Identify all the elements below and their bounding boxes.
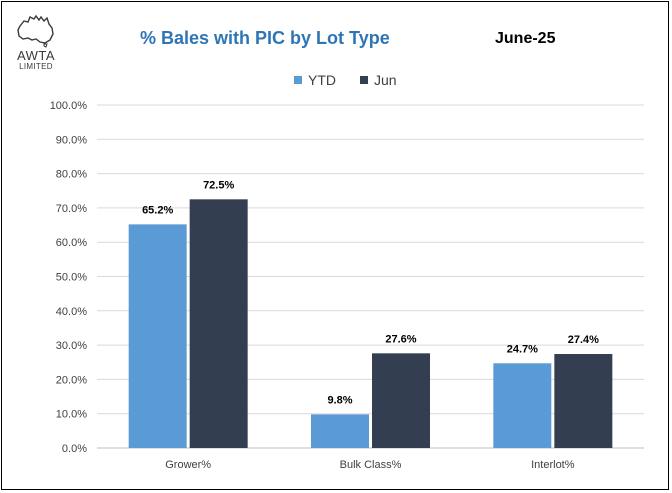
legend: YTD Jun bbox=[294, 72, 421, 88]
bar-jun-2 bbox=[554, 354, 613, 448]
logo-subtext: LIMITED bbox=[19, 62, 53, 71]
data-label: 65.2% bbox=[142, 204, 173, 216]
y-tick-label: 60.0% bbox=[56, 237, 87, 249]
data-label: 9.8% bbox=[327, 394, 352, 406]
y-tick-label: 0.0% bbox=[62, 443, 87, 455]
legend-label-ytd: YTD bbox=[308, 72, 336, 88]
legend-item-jun: Jun bbox=[360, 72, 397, 88]
legend-item-ytd: YTD bbox=[294, 72, 336, 88]
chart-title: % Bales with PIC by Lot Type bbox=[140, 28, 390, 48]
y-tick-label: 80.0% bbox=[56, 169, 87, 181]
data-label: 27.6% bbox=[385, 333, 416, 345]
bar-jun-1 bbox=[372, 353, 430, 448]
y-tick-label: 20.0% bbox=[56, 374, 87, 386]
bar-ytd-0 bbox=[128, 224, 187, 448]
legend-swatch-ytd bbox=[294, 76, 302, 84]
y-tick-label: 90.0% bbox=[56, 134, 87, 146]
y-tick-label: 10.0% bbox=[56, 409, 87, 421]
awta-logo: AWTA LIMITED bbox=[14, 12, 58, 76]
chart-period: June-25 bbox=[495, 30, 556, 47]
data-label: 27.4% bbox=[568, 334, 599, 346]
australia-map-icon bbox=[17, 14, 54, 48]
legend-swatch-jun bbox=[360, 76, 368, 84]
legend-label-jun: Jun bbox=[374, 72, 397, 88]
y-tick-label: 40.0% bbox=[56, 306, 87, 318]
data-label: 24.7% bbox=[507, 343, 538, 355]
bar-ytd-2 bbox=[493, 363, 552, 448]
y-tick-label: 50.0% bbox=[56, 272, 87, 284]
bar-ytd-1 bbox=[311, 414, 369, 448]
bar-jun-0 bbox=[189, 199, 248, 448]
x-tick-label: Bulk Class% bbox=[340, 459, 402, 471]
data-label: 72.5% bbox=[203, 179, 234, 191]
y-tick-label: 30.0% bbox=[56, 340, 87, 352]
logo-text: AWTA bbox=[16, 48, 56, 63]
y-tick-label: 70.0% bbox=[56, 203, 87, 215]
x-tick-label: Grower% bbox=[165, 459, 211, 471]
x-tick-label: Interlot% bbox=[531, 459, 575, 471]
y-tick-label: 100.0% bbox=[50, 100, 88, 112]
